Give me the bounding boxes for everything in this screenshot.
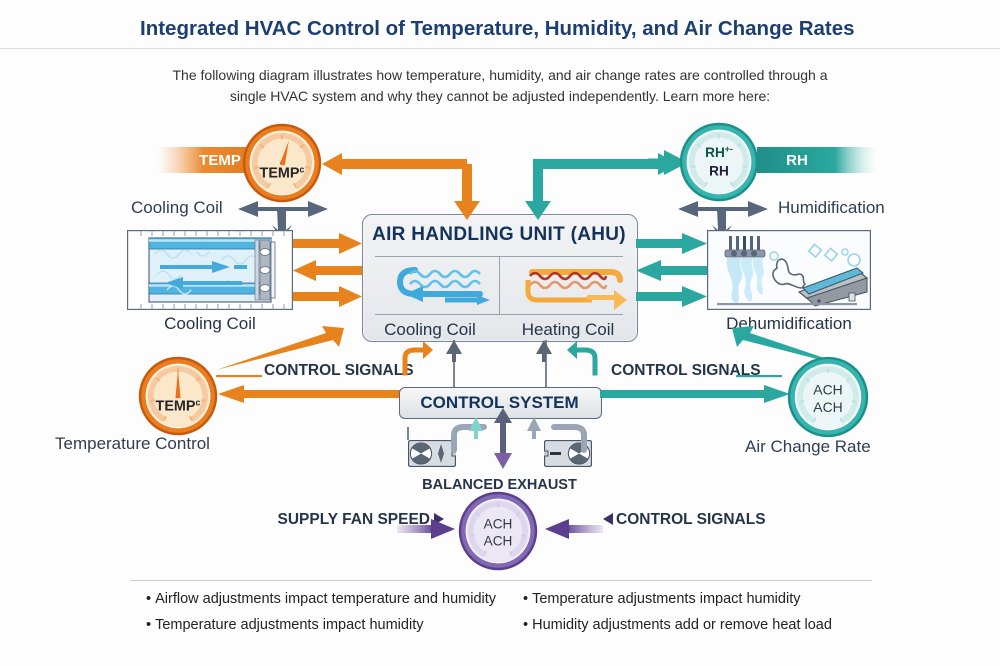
svg-text:TEMP: TEMP bbox=[199, 152, 241, 169]
svg-text:TEMPc: TEMPc bbox=[260, 164, 305, 181]
svg-text:ACH: ACH bbox=[813, 382, 842, 398]
svg-text:RH: RH bbox=[709, 164, 729, 179]
svg-text:RH: RH bbox=[786, 152, 808, 169]
svg-text:ACH: ACH bbox=[813, 399, 842, 415]
svg-text:ACH: ACH bbox=[484, 517, 513, 532]
svg-text:TEMPc: TEMPc bbox=[156, 397, 201, 414]
svg-text:ACH: ACH bbox=[484, 533, 513, 548]
